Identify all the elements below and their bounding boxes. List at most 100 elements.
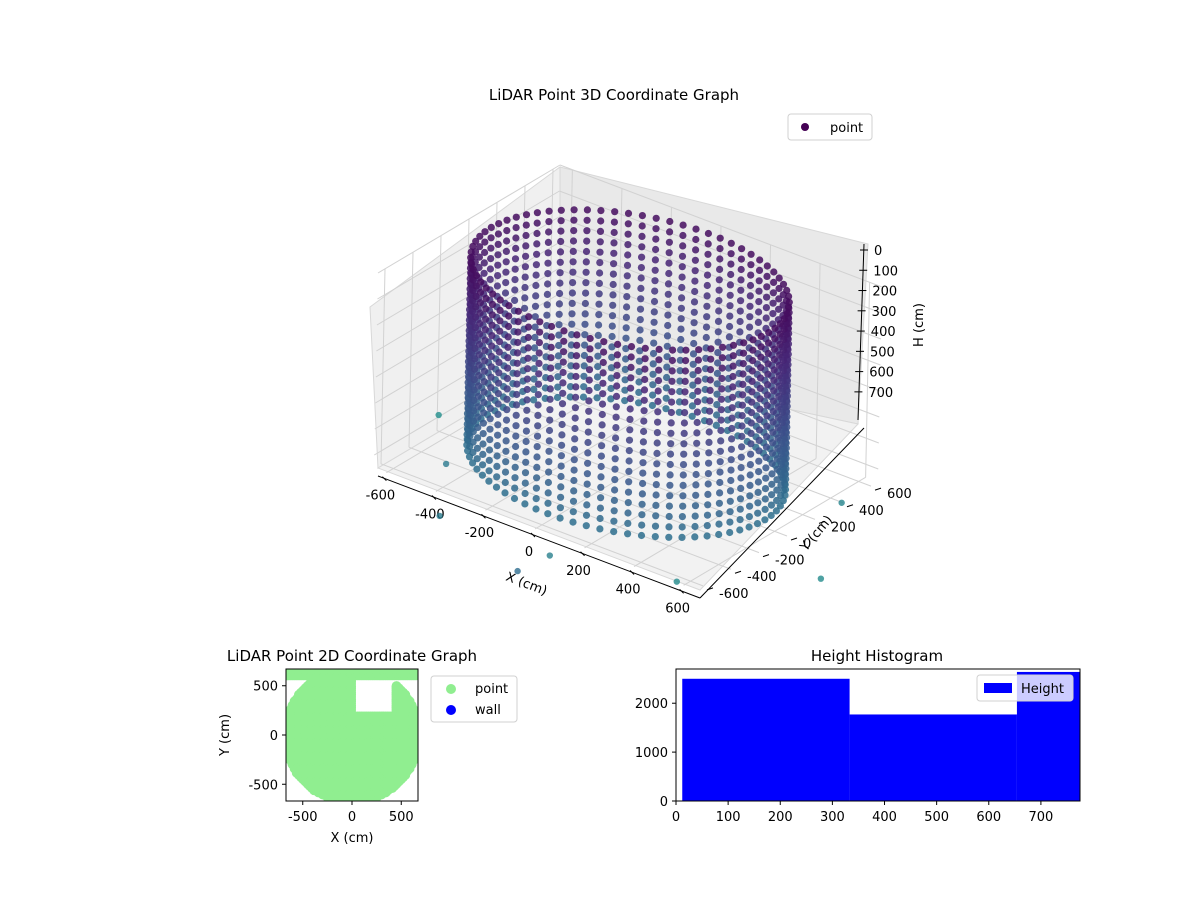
point-3d bbox=[624, 509, 631, 516]
point-3d bbox=[768, 502, 775, 509]
point-3d bbox=[718, 385, 725, 392]
point-3d bbox=[482, 305, 489, 312]
point-3d bbox=[682, 347, 689, 354]
y-tick-label: -400 bbox=[747, 570, 777, 585]
point-3d bbox=[513, 214, 520, 221]
point-3d bbox=[761, 516, 768, 523]
point-3d bbox=[573, 363, 580, 370]
x-axis-label: X (cm) bbox=[504, 570, 550, 599]
point-3d bbox=[764, 402, 771, 409]
point-3d bbox=[727, 292, 734, 299]
point-3d bbox=[727, 281, 734, 288]
point-3d bbox=[477, 278, 484, 285]
point-3d bbox=[703, 313, 710, 320]
point-3d bbox=[680, 482, 687, 489]
point-3d bbox=[764, 371, 771, 378]
histogram-x-tick: 700 bbox=[1028, 810, 1053, 825]
point-3d bbox=[730, 363, 737, 370]
point-3d bbox=[597, 473, 604, 480]
point-3d bbox=[763, 443, 770, 450]
point-3d bbox=[570, 237, 577, 244]
point-3d bbox=[532, 303, 539, 310]
point-3d bbox=[762, 485, 769, 492]
point-3d bbox=[763, 412, 770, 419]
point-3d bbox=[655, 367, 662, 374]
x-tick-label: 200 bbox=[566, 564, 591, 579]
point-3d bbox=[494, 262, 501, 269]
point-3d bbox=[523, 428, 530, 435]
plot-2d-y-tick: 0 bbox=[270, 729, 278, 744]
point-3d bbox=[559, 421, 566, 428]
point-3d bbox=[583, 501, 590, 508]
z-tick-label: 400 bbox=[871, 325, 896, 340]
point-3d bbox=[610, 260, 617, 267]
point-3d bbox=[681, 409, 688, 416]
point-3d bbox=[597, 217, 604, 224]
point-3d bbox=[511, 474, 518, 481]
point-3d bbox=[523, 222, 530, 229]
point-3d bbox=[558, 217, 565, 224]
point-3d bbox=[739, 412, 746, 419]
point-3d bbox=[504, 344, 511, 351]
legend-2d: point wall bbox=[431, 676, 517, 722]
point-3d bbox=[651, 308, 658, 315]
point-3d bbox=[765, 329, 772, 336]
point-3d bbox=[502, 469, 509, 476]
point-3d bbox=[568, 310, 575, 317]
point-3d bbox=[705, 449, 712, 456]
point-3d bbox=[522, 469, 529, 476]
point-3d bbox=[571, 425, 578, 432]
point-3d bbox=[523, 438, 530, 445]
point-3d bbox=[656, 346, 663, 353]
point-3d bbox=[639, 459, 646, 466]
point-3d bbox=[599, 401, 606, 408]
point-3d bbox=[488, 332, 495, 339]
point-3d bbox=[548, 333, 555, 340]
point-3d bbox=[770, 418, 777, 425]
point-3d bbox=[582, 300, 589, 307]
point-3d bbox=[653, 481, 660, 488]
point-3d bbox=[502, 458, 509, 465]
point-3d bbox=[652, 512, 659, 519]
point-3d bbox=[545, 239, 552, 246]
point-3d bbox=[727, 467, 734, 474]
point-3d bbox=[479, 461, 486, 468]
point-3d bbox=[612, 434, 619, 441]
point-3d bbox=[587, 335, 594, 342]
point-3d bbox=[678, 305, 685, 312]
point-3d bbox=[651, 319, 658, 326]
point-3d bbox=[665, 291, 672, 298]
point-3d bbox=[524, 376, 531, 383]
point-3d bbox=[514, 329, 521, 336]
point-3d bbox=[669, 357, 676, 364]
point-3d bbox=[665, 523, 672, 530]
point-3d bbox=[739, 402, 746, 409]
point-3d bbox=[769, 310, 776, 317]
point-3d bbox=[614, 362, 621, 369]
point-3d bbox=[653, 491, 660, 498]
histogram-bar bbox=[850, 714, 1017, 801]
histogram-x-tick: 300 bbox=[820, 810, 845, 825]
point-3d bbox=[637, 316, 644, 323]
point-3d bbox=[667, 430, 674, 437]
point-3d bbox=[755, 298, 762, 305]
point-3d bbox=[557, 248, 564, 255]
point-3d bbox=[762, 495, 769, 502]
point-3d bbox=[570, 248, 577, 255]
point-3d bbox=[738, 256, 745, 263]
point-3d bbox=[595, 321, 602, 328]
point-3d bbox=[719, 344, 726, 351]
outlier-point-3d bbox=[436, 513, 442, 519]
point-3d bbox=[636, 337, 643, 344]
point-3d bbox=[748, 399, 755, 406]
point-3d bbox=[680, 461, 687, 468]
point-3d bbox=[611, 229, 618, 236]
point-3d bbox=[746, 303, 753, 310]
point-3d bbox=[746, 503, 753, 510]
point-3d bbox=[481, 368, 488, 375]
point-3d bbox=[706, 397, 713, 404]
point-3d bbox=[536, 349, 543, 356]
y-tick-label: 600 bbox=[887, 487, 912, 502]
point-3d bbox=[533, 251, 540, 258]
